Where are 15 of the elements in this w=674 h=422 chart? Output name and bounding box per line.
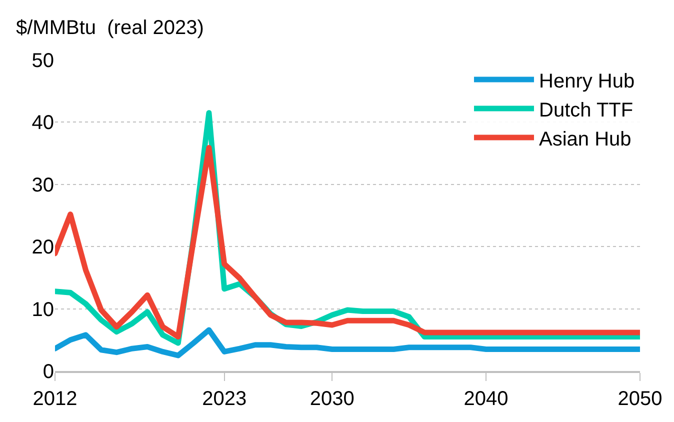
y-tick-label: 20 xyxy=(32,236,54,259)
y-tick-label: 40 xyxy=(32,112,54,134)
y-tick-label: 10 xyxy=(32,298,54,321)
x-tick-label: 2050 xyxy=(618,388,662,410)
legend-label: Henry Hub xyxy=(539,70,635,92)
legend-label: Asian Hub xyxy=(539,128,632,150)
legend-label: Dutch TTF xyxy=(539,99,634,122)
x-tick-label: 2040 xyxy=(464,388,508,410)
x-tick-label: 2012 xyxy=(32,388,78,410)
x-tick-label: 2023 xyxy=(202,388,247,410)
y-tick-label: 30 xyxy=(32,174,54,196)
y-tick-label: 0 xyxy=(42,361,54,383)
y-tick-label: 50 xyxy=(32,50,54,72)
y-axis-title: $/MMBtu (real 2023) xyxy=(16,17,204,39)
x-tick-label: 2030 xyxy=(310,388,354,410)
